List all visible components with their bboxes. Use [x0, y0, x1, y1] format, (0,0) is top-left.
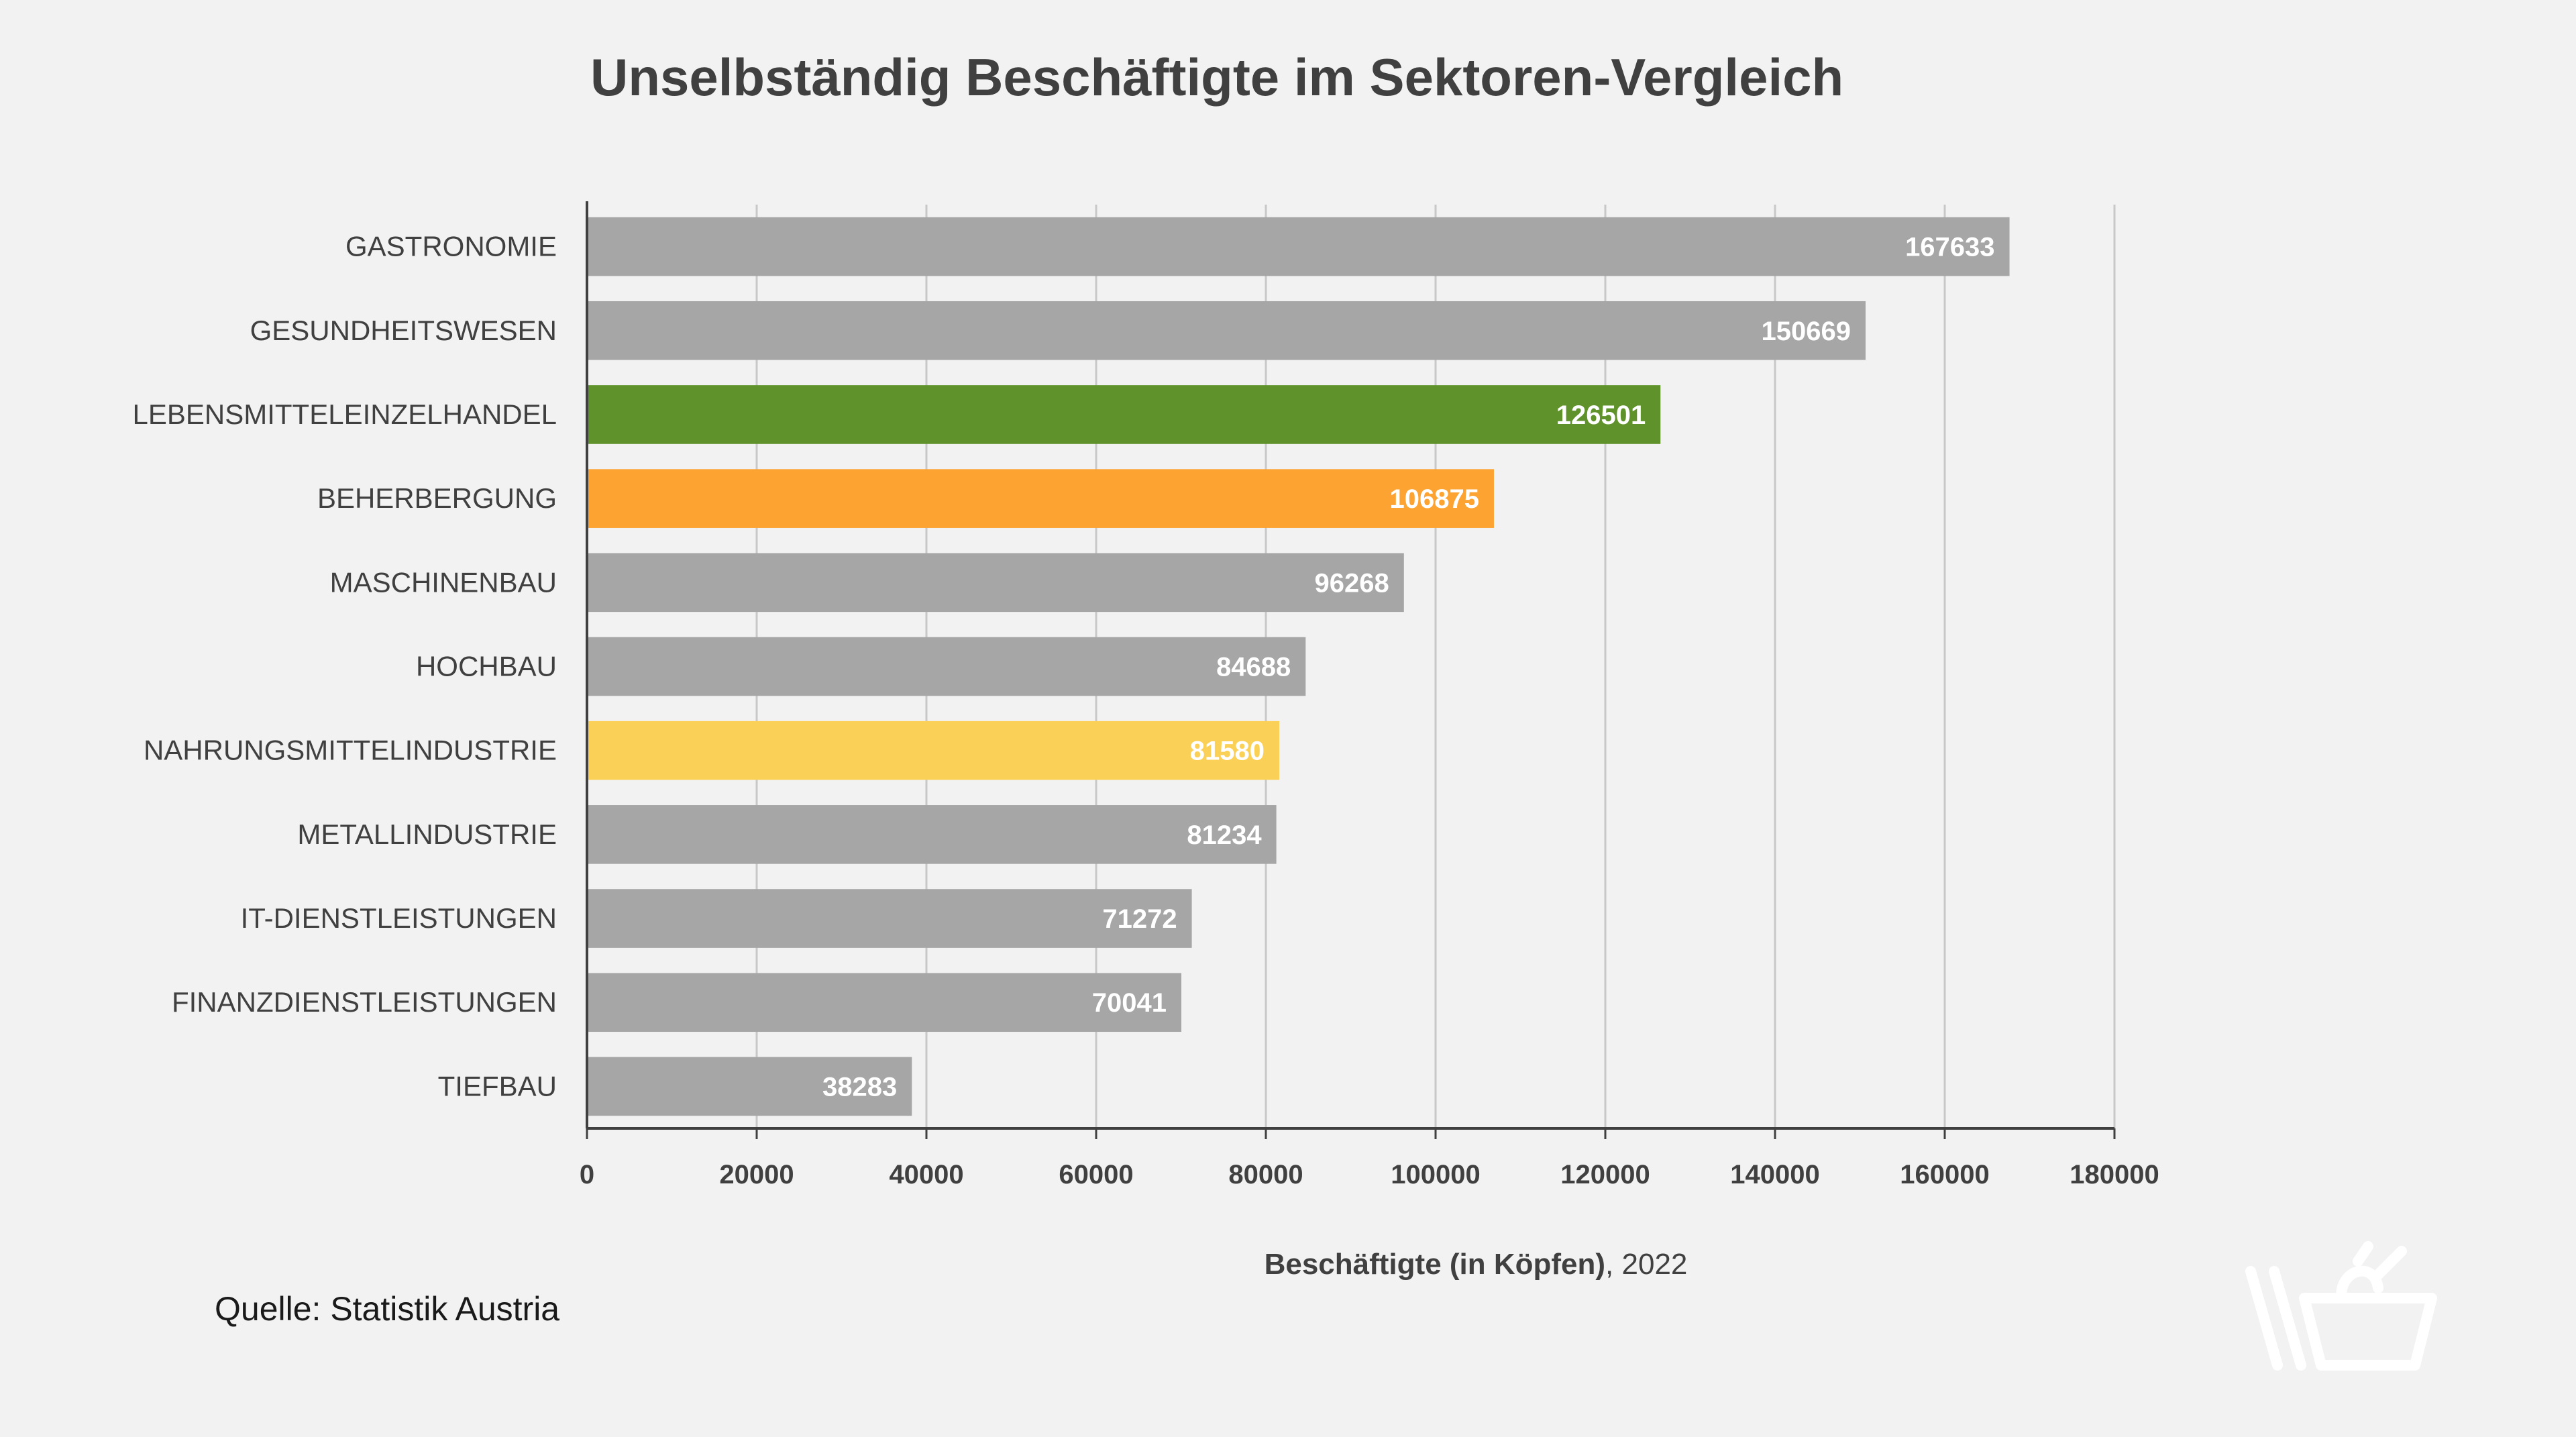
data-label: 81580 — [1190, 737, 1265, 766]
x-tick-label: 60000 — [1059, 1160, 1133, 1189]
bar — [587, 217, 2010, 276]
category-label: METALLINDUSTRIE — [297, 818, 557, 850]
x-tick-label: 120000 — [1560, 1160, 1650, 1189]
data-label: 38283 — [822, 1072, 897, 1102]
data-label: 81234 — [1187, 820, 1262, 850]
category-label: GASTRONOMIE — [345, 231, 557, 262]
bar — [587, 805, 1277, 864]
shopping-basket-icon — [2245, 1241, 2437, 1371]
category-label: FINANZDIENSTLEISTUNGEN — [172, 986, 557, 1018]
category-label: LEBENSMITTELEINZELHANDEL — [132, 398, 557, 430]
bar — [587, 889, 1192, 948]
data-label: 106875 — [1389, 484, 1479, 514]
category-label: HOCHBAU — [416, 651, 557, 682]
category-label: MASCHINENBAU — [330, 566, 557, 598]
data-label: 96268 — [1315, 568, 1389, 598]
data-label: 167633 — [1905, 233, 1994, 262]
category-label: NAHRUNGSMITTELINDUSTRIE — [144, 735, 557, 766]
chart-title: Unselbständig Beschäftigte im Sektoren-V… — [590, 48, 1844, 107]
x-tick-label: 140000 — [1730, 1160, 1819, 1189]
x-tick-label: 20000 — [719, 1160, 794, 1189]
bar — [587, 553, 1404, 613]
data-label: 70041 — [1092, 988, 1167, 1018]
data-label: 126501 — [1556, 401, 1646, 430]
category-label: GESUNDHEITSWESEN — [250, 315, 557, 346]
bar — [587, 973, 1182, 1032]
category-label: IT-DIENSTLEISTUNGEN — [241, 902, 557, 934]
bar — [587, 1057, 912, 1116]
x-tick-label: 180000 — [2070, 1160, 2159, 1189]
x-tick-label: 160000 — [1900, 1160, 1989, 1189]
bars — [587, 217, 2010, 1116]
axes: 0 20000 40000 60000 80000 100000 120000 140000 1… — [580, 201, 2159, 1189]
data-label: 71272 — [1102, 904, 1177, 934]
category-label: TIEFBAU — [438, 1070, 557, 1102]
x-axis-title: Beschäftigte (in Köpfen), 2022 — [0, 1248, 2576, 1281]
source-note: Quelle: Statistik Austria — [215, 1290, 560, 1328]
x-axis-title-main: Beschäftigte (in Köpfen) — [1264, 1248, 1606, 1281]
bar — [587, 721, 1279, 780]
labels: GASTRONOMIE 167633 GESUNDHEITSWESEN 150669 L… — [132, 231, 1994, 1102]
bar — [587, 385, 1661, 444]
x-tick-label: 40000 — [889, 1160, 963, 1189]
x-tick-label: 80000 — [1228, 1160, 1303, 1189]
x-tick-label: 0 — [580, 1160, 594, 1189]
bar — [587, 637, 1306, 696]
data-label: 150669 — [1761, 317, 1850, 346]
bar — [587, 301, 1866, 360]
bar — [587, 469, 1494, 528]
x-tick-label: 100000 — [1391, 1160, 1480, 1189]
x-axis-title-year: , 2022 — [1605, 1248, 1688, 1281]
category-label: BEHERBERGUNG — [317, 482, 557, 514]
data-label: 84688 — [1216, 653, 1291, 682]
